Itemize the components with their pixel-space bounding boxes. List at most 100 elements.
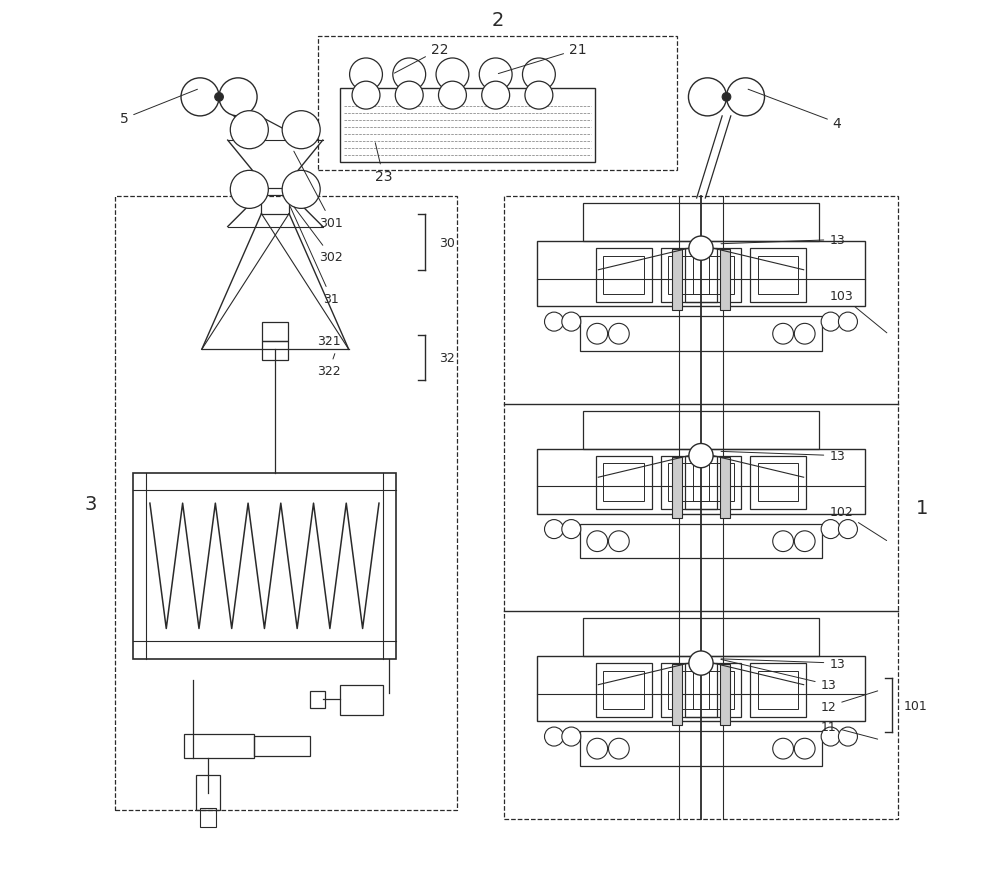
Bar — [580, 317, 822, 352]
Circle shape — [821, 313, 840, 332]
Text: 103: 103 — [830, 290, 887, 334]
Circle shape — [181, 79, 219, 116]
Bar — [603, 671, 644, 709]
Text: 321: 321 — [317, 335, 341, 348]
Circle shape — [794, 739, 815, 760]
Text: 12: 12 — [821, 691, 878, 713]
Bar — [668, 256, 709, 295]
Bar — [661, 456, 717, 509]
Circle shape — [395, 82, 423, 110]
Bar — [685, 456, 741, 509]
Bar — [310, 691, 325, 708]
Bar — [537, 449, 865, 514]
Text: 32: 32 — [439, 352, 455, 365]
Bar — [758, 464, 798, 502]
Bar — [583, 204, 819, 242]
Bar — [596, 663, 652, 717]
Circle shape — [282, 171, 320, 209]
Text: 30: 30 — [439, 236, 455, 249]
Text: 31: 31 — [290, 208, 339, 305]
Text: 102: 102 — [830, 506, 887, 541]
Bar — [537, 656, 865, 721]
Circle shape — [838, 313, 857, 332]
Text: 13: 13 — [721, 657, 845, 670]
Bar — [580, 732, 822, 766]
Bar — [583, 411, 819, 449]
Bar — [596, 249, 652, 302]
Circle shape — [689, 651, 713, 675]
Bar — [672, 249, 682, 311]
Bar — [340, 90, 595, 163]
Bar — [254, 736, 310, 757]
Bar — [133, 474, 396, 659]
Bar — [115, 197, 457, 810]
Text: 322: 322 — [317, 355, 341, 378]
Bar — [668, 671, 709, 709]
Circle shape — [562, 727, 581, 746]
Circle shape — [722, 94, 731, 102]
Circle shape — [393, 59, 426, 92]
Bar — [262, 322, 288, 342]
Circle shape — [587, 324, 608, 345]
Text: 22: 22 — [394, 43, 448, 74]
Circle shape — [838, 727, 857, 746]
Bar — [685, 663, 741, 717]
Circle shape — [436, 59, 469, 92]
Bar — [596, 456, 652, 509]
Circle shape — [352, 82, 380, 110]
Text: 13: 13 — [721, 660, 836, 692]
Circle shape — [821, 520, 840, 539]
Bar — [603, 464, 644, 502]
Bar — [758, 256, 798, 295]
Bar — [200, 808, 216, 827]
Bar — [750, 663, 806, 717]
Bar — [504, 197, 898, 819]
Bar — [720, 457, 730, 518]
Text: 13: 13 — [721, 449, 845, 462]
Circle shape — [773, 324, 793, 345]
Circle shape — [350, 59, 382, 92]
Bar — [583, 619, 819, 656]
Circle shape — [608, 739, 629, 760]
Text: 5: 5 — [120, 90, 197, 126]
Text: 101: 101 — [904, 699, 927, 712]
Circle shape — [562, 313, 581, 332]
Text: 23: 23 — [375, 143, 392, 184]
Bar — [261, 196, 289, 215]
Bar — [537, 242, 865, 307]
Circle shape — [689, 444, 713, 468]
Text: 21: 21 — [498, 43, 587, 75]
Circle shape — [438, 82, 466, 110]
Bar — [661, 663, 717, 717]
Text: 1: 1 — [916, 499, 928, 517]
Text: 301: 301 — [294, 152, 343, 229]
Circle shape — [562, 520, 581, 539]
Bar — [603, 256, 644, 295]
Bar — [184, 734, 254, 759]
Text: 13: 13 — [721, 234, 845, 247]
Circle shape — [545, 727, 564, 746]
Circle shape — [838, 520, 857, 539]
Bar — [340, 685, 383, 715]
Circle shape — [522, 59, 555, 92]
Bar — [720, 664, 730, 726]
Circle shape — [587, 739, 608, 760]
Bar — [580, 524, 822, 559]
Bar — [693, 256, 734, 295]
Circle shape — [587, 531, 608, 552]
Circle shape — [479, 59, 512, 92]
Circle shape — [821, 727, 840, 746]
Circle shape — [282, 111, 320, 149]
Circle shape — [525, 82, 553, 110]
Bar — [196, 775, 220, 810]
Text: 302: 302 — [294, 208, 343, 264]
Circle shape — [545, 313, 564, 332]
Bar — [318, 37, 677, 171]
Circle shape — [794, 531, 815, 552]
Bar — [693, 464, 734, 502]
Bar — [668, 464, 709, 502]
Bar — [661, 249, 717, 302]
Circle shape — [773, 531, 793, 552]
Circle shape — [689, 236, 713, 261]
Text: 2: 2 — [492, 10, 504, 30]
